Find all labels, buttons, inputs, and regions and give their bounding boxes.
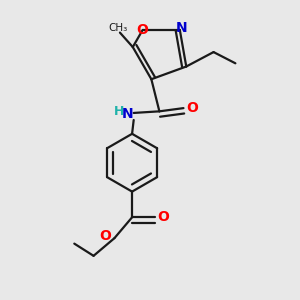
Text: H: H: [114, 106, 124, 118]
Text: O: O: [137, 23, 148, 37]
Text: N: N: [122, 106, 134, 121]
Text: O: O: [158, 210, 169, 224]
Text: CH₃: CH₃: [109, 23, 128, 33]
Text: N: N: [176, 21, 187, 35]
Text: O: O: [187, 101, 198, 115]
Text: O: O: [100, 229, 111, 243]
